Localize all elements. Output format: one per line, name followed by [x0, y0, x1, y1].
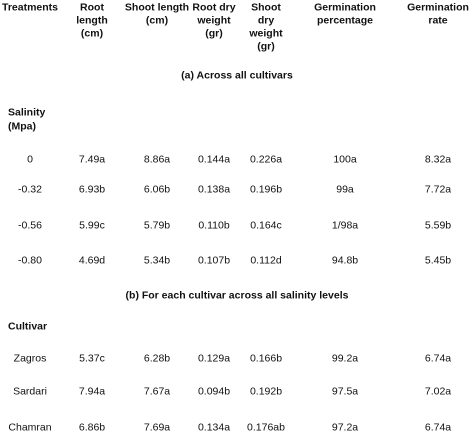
- cell: 5.45b: [424, 254, 452, 267]
- cell: 4.69d: [78, 254, 106, 267]
- row-label: Sardari: [13, 385, 47, 398]
- column-header: Root: [80, 1, 104, 14]
- column-header: weight: [249, 27, 283, 40]
- group-label: (Mpa): [8, 120, 36, 133]
- column-header: Germination: [407, 1, 469, 14]
- cell: 97.2a: [331, 421, 359, 433]
- cell: 0.176ab: [247, 421, 285, 433]
- column-header: Shoot length: [124, 1, 190, 14]
- column-header: (gr): [257, 40, 275, 53]
- cell: 6.86b: [78, 421, 106, 433]
- column-header: (gr): [205, 27, 223, 40]
- cell: 0.144a: [197, 153, 231, 166]
- cell: 6.93b: [78, 183, 106, 196]
- cell: 7.69a: [143, 421, 171, 433]
- column-header: Root dry: [192, 1, 236, 14]
- cell: 6.06b: [143, 183, 171, 196]
- cell: 5.37c: [79, 352, 105, 365]
- cell: 1/98a: [331, 219, 359, 232]
- cell: 0.192b: [249, 385, 283, 398]
- cell: 99.2a: [331, 352, 359, 365]
- cell: 7.49a: [78, 153, 106, 166]
- cell: 7.67a: [143, 385, 171, 398]
- cell: 0.112d: [250, 254, 282, 267]
- cell: 6.74a: [424, 352, 452, 365]
- cell: 5.34b: [143, 254, 171, 267]
- column-header: (cm): [145, 14, 169, 27]
- row-label: Zagros: [13, 352, 47, 365]
- cell: 8.32a: [424, 153, 452, 166]
- cell: 0.129a: [197, 352, 231, 365]
- cell: 6.74a: [424, 421, 452, 433]
- cell: 100a: [333, 153, 357, 166]
- column-header: Shoot: [251, 1, 281, 14]
- column-header: weight: [197, 14, 231, 27]
- cell: 5.99c: [79, 219, 105, 232]
- cell: 7.94a: [78, 385, 106, 398]
- column-header: (cm): [80, 27, 104, 40]
- cell: 0.196b: [249, 183, 283, 196]
- cell: 0.107b: [197, 254, 231, 267]
- row-label: Chamran: [8, 421, 52, 433]
- cell: 99a: [336, 183, 354, 196]
- cell: 6.28b: [143, 352, 171, 365]
- group-label: Salinity: [8, 106, 46, 119]
- group-label: Cultivar: [8, 320, 48, 333]
- column-header: percentage: [316, 14, 374, 27]
- row-label: -0.80: [18, 254, 42, 267]
- cell: 0.166b: [249, 352, 283, 365]
- cell: 0.226a: [249, 153, 283, 166]
- cell: 5.79b: [143, 219, 171, 232]
- section-title: (a) Across all cultivars: [181, 69, 293, 82]
- column-header: Germination: [314, 1, 376, 14]
- row-label: -0.56: [18, 219, 42, 232]
- cell: 7.02a: [424, 385, 452, 398]
- cell: 0.110b: [198, 219, 230, 232]
- cell: 8.86a: [143, 153, 171, 166]
- cell: 0.138a: [197, 183, 231, 196]
- column-header: dry: [257, 14, 275, 27]
- cell: 97.5a: [331, 385, 359, 398]
- column-header: rate: [428, 14, 448, 27]
- cell: 0.094b: [197, 385, 231, 398]
- row-label: -0.32: [18, 183, 42, 196]
- cell: 7.72a: [424, 183, 452, 196]
- cell: 94.8b: [331, 254, 359, 267]
- row-label: 0: [27, 153, 33, 166]
- cell: 5.59b: [424, 219, 452, 232]
- cell: 0.134a: [197, 421, 231, 433]
- column-header: length: [76, 14, 108, 27]
- section-title: (b) For each cultivar across all salinit…: [125, 289, 349, 302]
- column-header: Treatments: [2, 1, 59, 14]
- cell: 0.164c: [250, 219, 282, 232]
